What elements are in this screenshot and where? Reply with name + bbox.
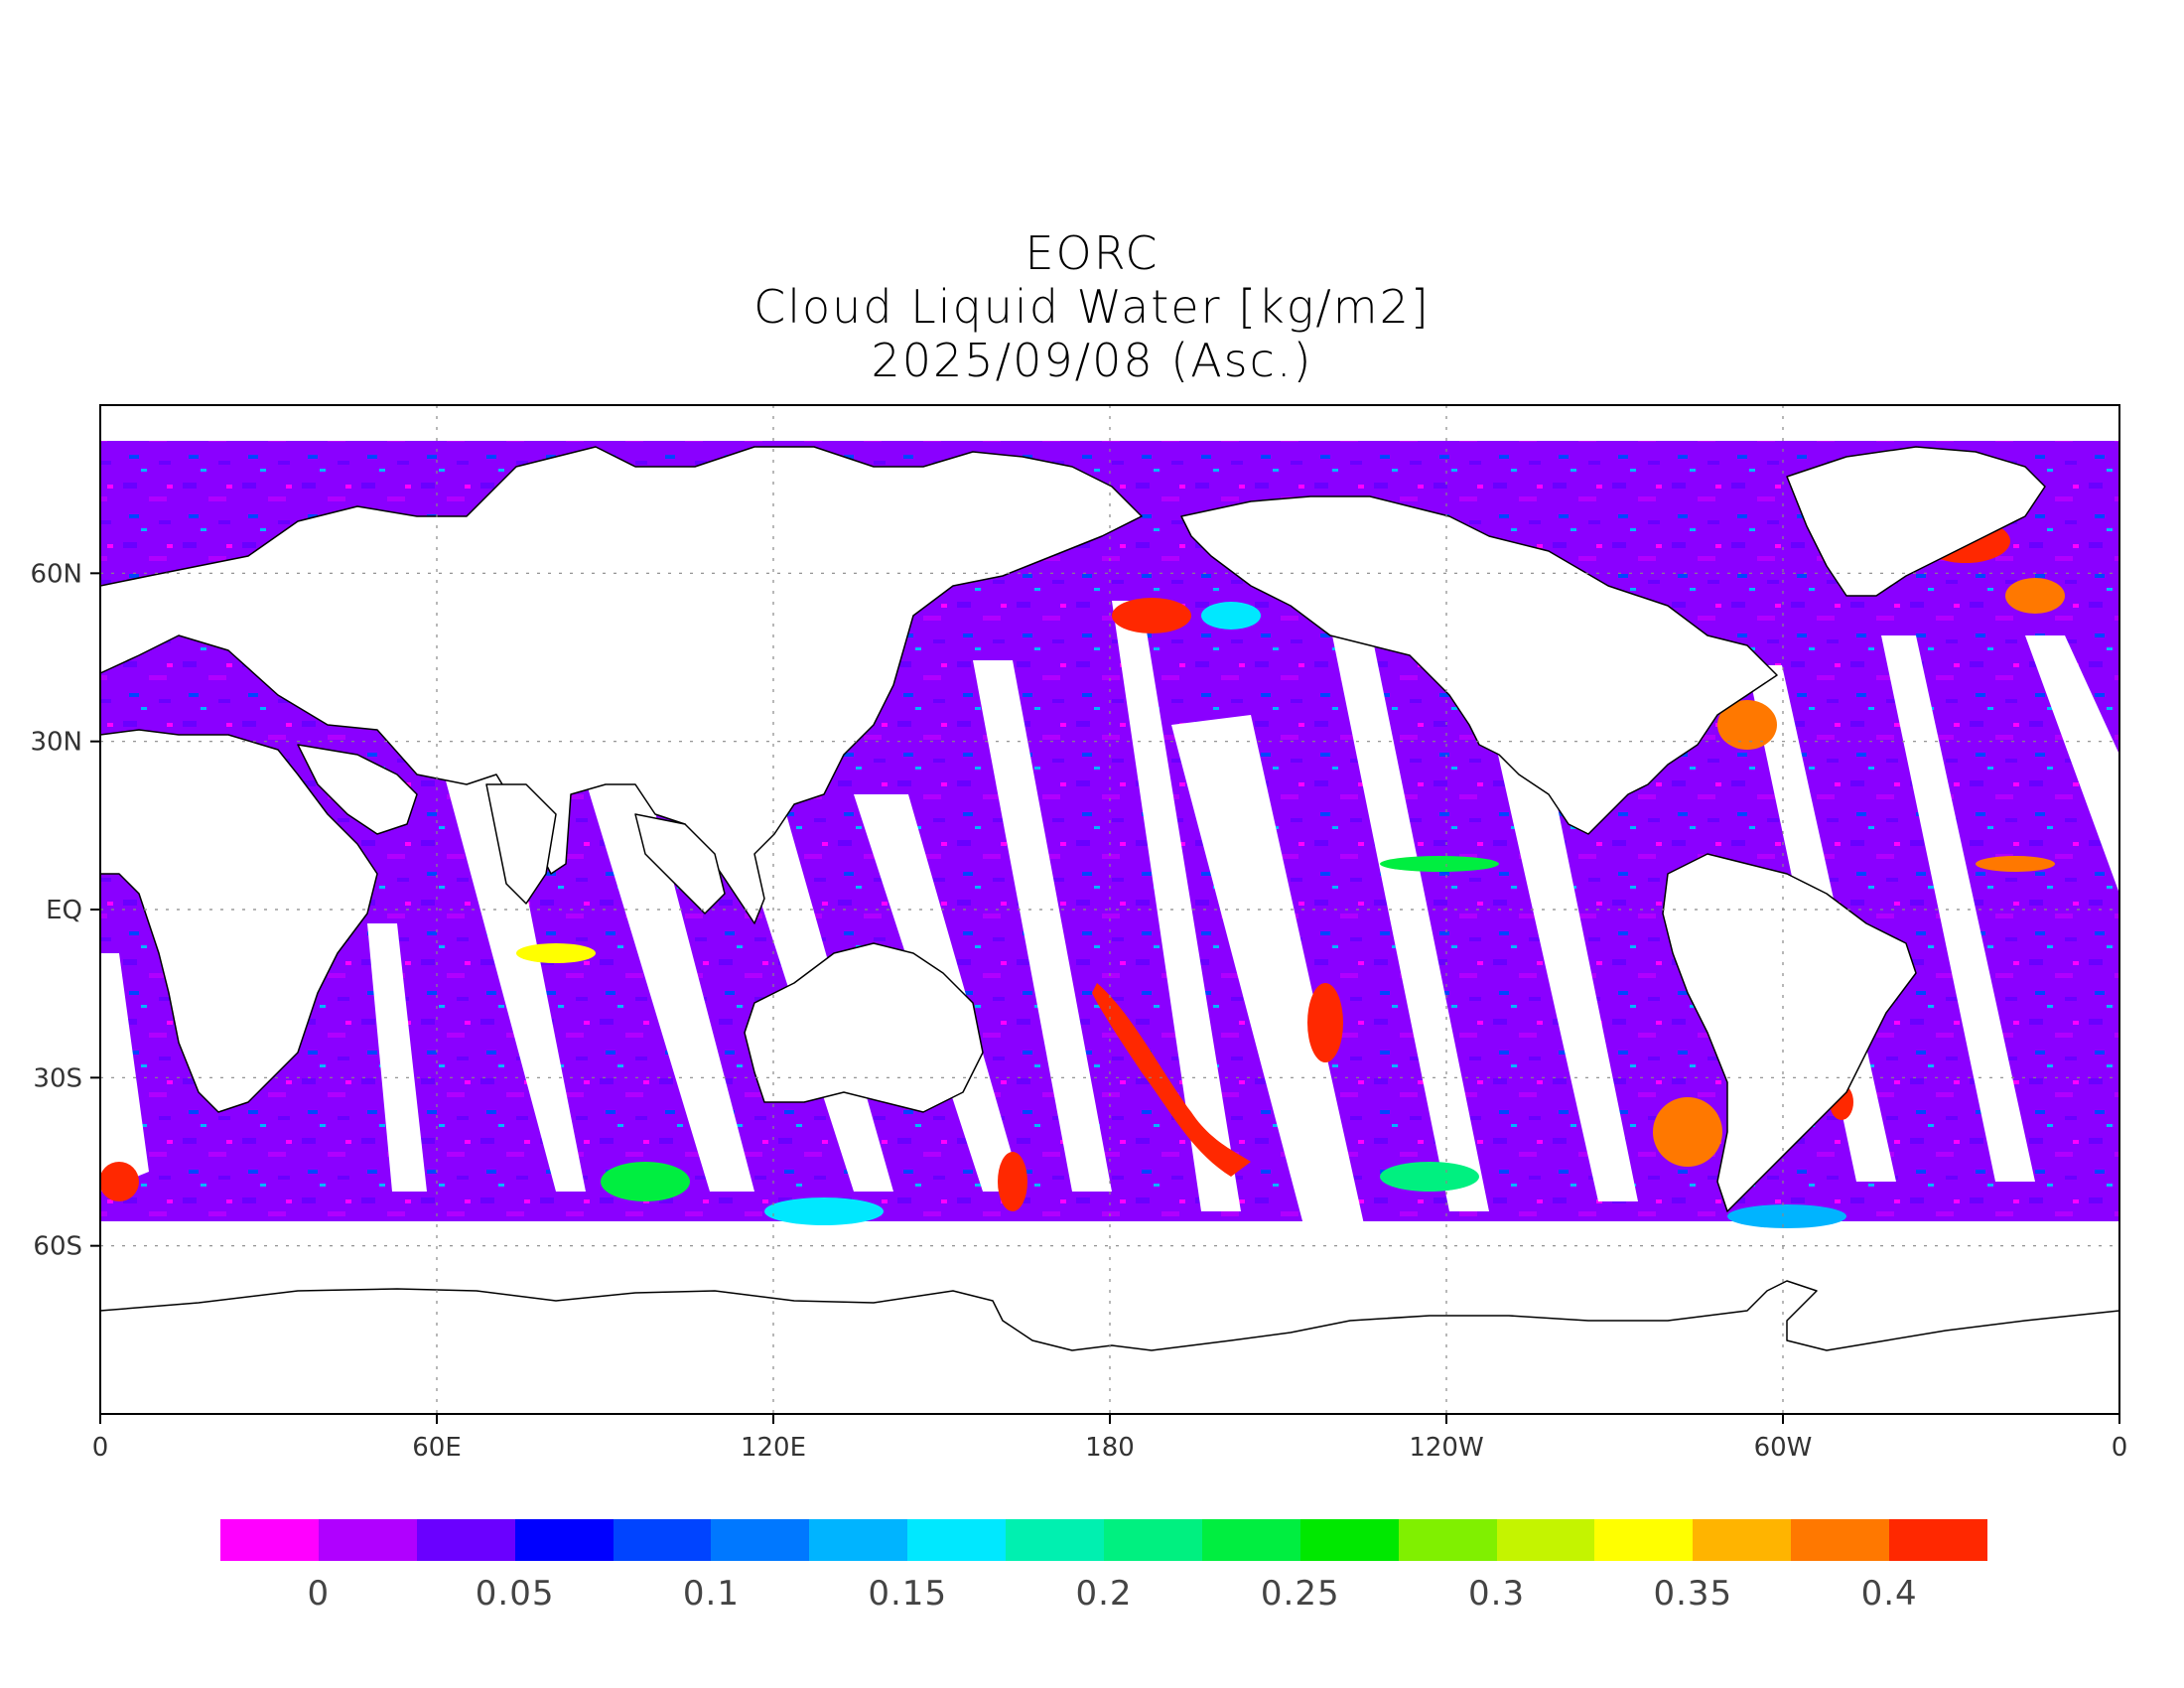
y-tick-label: 60N (30, 559, 82, 589)
colorbar-label: 0.05 (475, 1574, 555, 1614)
colorbar-label: 0.2 (1075, 1574, 1133, 1614)
land-south-america (1662, 853, 1917, 1212)
colorbar-swatch (1398, 1519, 1497, 1561)
y-axis: 60N 30N EQ 30S 60S (30, 559, 100, 1262)
colorbar-label: 0.15 (868, 1574, 948, 1614)
map-panel: 0 60E 120E 180 120W 60W 0 60N 30N EQ 30S 60S (30, 404, 2128, 1463)
colorbar-swatch (514, 1519, 614, 1561)
colorbar-swatch (318, 1519, 417, 1561)
colorbar-swatch (1201, 1519, 1300, 1561)
map-title: EORC Cloud Liquid Water [kg/m2] 2025/09/… (0, 226, 2184, 387)
x-tick-label: 0 (92, 1433, 109, 1463)
x-tick-label: 60E (412, 1433, 462, 1463)
land-arabia (297, 744, 418, 835)
colorbar-swatch (1299, 1519, 1399, 1561)
x-tick-label: 120E (741, 1433, 806, 1463)
colorbar-swatch (1889, 1519, 1988, 1561)
land-greenland (1786, 446, 2046, 597)
title-agency: EORC (1024, 226, 1160, 280)
y-tick-label: 60S (33, 1232, 82, 1262)
colorbar-swatch (809, 1519, 908, 1561)
land-se-asia (634, 813, 726, 914)
colorbar-swatch (416, 1519, 515, 1561)
colorbar-label: 0.4 (1860, 1574, 1918, 1614)
colorbar-label: 0 (307, 1574, 331, 1614)
colorbar-label: 0.25 (1260, 1574, 1340, 1614)
y-tick-label: 30S (33, 1063, 82, 1093)
colorbar-swatch (1006, 1519, 1105, 1561)
land-india (485, 783, 557, 905)
colorbar-label: 0.1 (682, 1574, 740, 1614)
x-tick-label: 60W (1754, 1433, 1813, 1463)
colorbar-swatch (1693, 1519, 1792, 1561)
land-north-america (1180, 495, 1778, 835)
colorbar-swatch (711, 1519, 810, 1561)
colorbar-swatch (220, 1519, 319, 1561)
y-tick-label: EQ (46, 896, 82, 925)
colorbar-swatch (1791, 1519, 1890, 1561)
x-axis: 0 60E 120E 180 120W 60W 0 (92, 1414, 2128, 1463)
land-australia (744, 942, 984, 1113)
colorbar-label: 0.35 (1653, 1574, 1733, 1614)
x-tick-label: 180 (1085, 1433, 1135, 1463)
title-date: 2025/09/08 (Asc.) (871, 334, 1313, 387)
x-tick-label: 0 (2112, 1433, 2128, 1463)
colorbar-swatch (1496, 1519, 1595, 1561)
colorbar-swatch (907, 1519, 1007, 1561)
colorbar (220, 1519, 1988, 1561)
land-africa (99, 729, 378, 1113)
colorbar-swatch (613, 1519, 712, 1561)
colorbar-swatch (1594, 1519, 1694, 1561)
lat-lon-gridlines (100, 405, 2119, 1414)
colorbar-swatch (1104, 1519, 1202, 1561)
title-variable: Cloud Liquid Water [kg/m2] (753, 280, 1431, 334)
colorbar-label: 0.3 (1468, 1574, 1526, 1614)
y-tick-label: 30N (30, 728, 82, 758)
x-tick-label: 120W (1409, 1433, 1483, 1463)
